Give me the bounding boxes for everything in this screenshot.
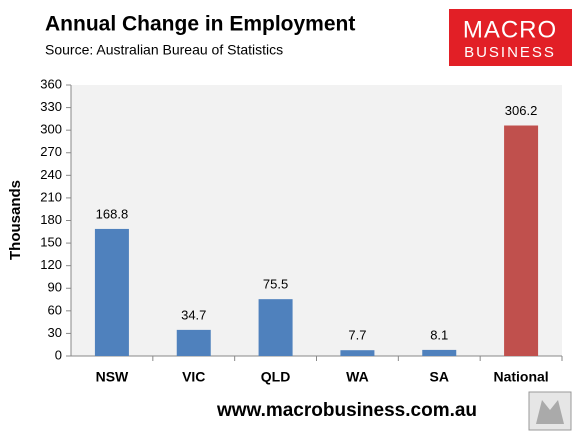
y-tick-label: 240	[40, 167, 62, 182]
logo-box	[449, 9, 572, 66]
x-tick-label: WA	[346, 369, 369, 385]
x-tick-label: VIC	[182, 369, 205, 385]
bar	[94, 228, 129, 356]
y-tick-label: 0	[55, 347, 62, 362]
data-label: 8.1	[430, 327, 448, 342]
footer: www.macrobusiness.com.au	[216, 400, 477, 421]
logo-text: MACRO	[463, 16, 557, 43]
data-label: 7.7	[348, 328, 366, 343]
chart-title: Annual Change in Employment	[45, 13, 355, 36]
bar	[258, 299, 293, 356]
x-tick-label: SA	[430, 369, 449, 385]
y-tick-label: 120	[40, 257, 62, 272]
logo-text: BUSINESS	[464, 44, 556, 61]
chart-subtitle: Source: Australian Bureau of Statistics	[45, 42, 283, 58]
y-tick-label: 300	[40, 122, 62, 137]
bar	[504, 125, 539, 356]
x-tick-label: QLD	[261, 369, 291, 385]
bar	[422, 349, 457, 356]
y-axis-label: Thousands	[7, 180, 24, 260]
data-label: 168.8	[96, 206, 129, 221]
x-tick-label: National	[493, 369, 548, 385]
y-tick-label: 330	[40, 99, 62, 114]
data-label: 306.2	[505, 103, 538, 118]
bar	[176, 329, 211, 356]
y-tick-label: 210	[40, 189, 62, 204]
y-tick-label: 150	[40, 235, 62, 250]
x-tick-label: NSW	[96, 369, 129, 385]
data-label: 34.7	[181, 307, 206, 322]
y-tick-label: 90	[48, 280, 62, 295]
y-tick-label: 180	[40, 212, 62, 227]
y-tick-label: 270	[40, 144, 62, 159]
plot-area	[71, 85, 562, 356]
y-tick-label: 30	[48, 325, 62, 340]
bar	[340, 350, 375, 356]
y-tick-label: 60	[48, 302, 62, 317]
logo-icon-shape	[536, 400, 564, 424]
data-label: 75.5	[263, 277, 288, 292]
y-tick-label: 360	[40, 76, 62, 91]
